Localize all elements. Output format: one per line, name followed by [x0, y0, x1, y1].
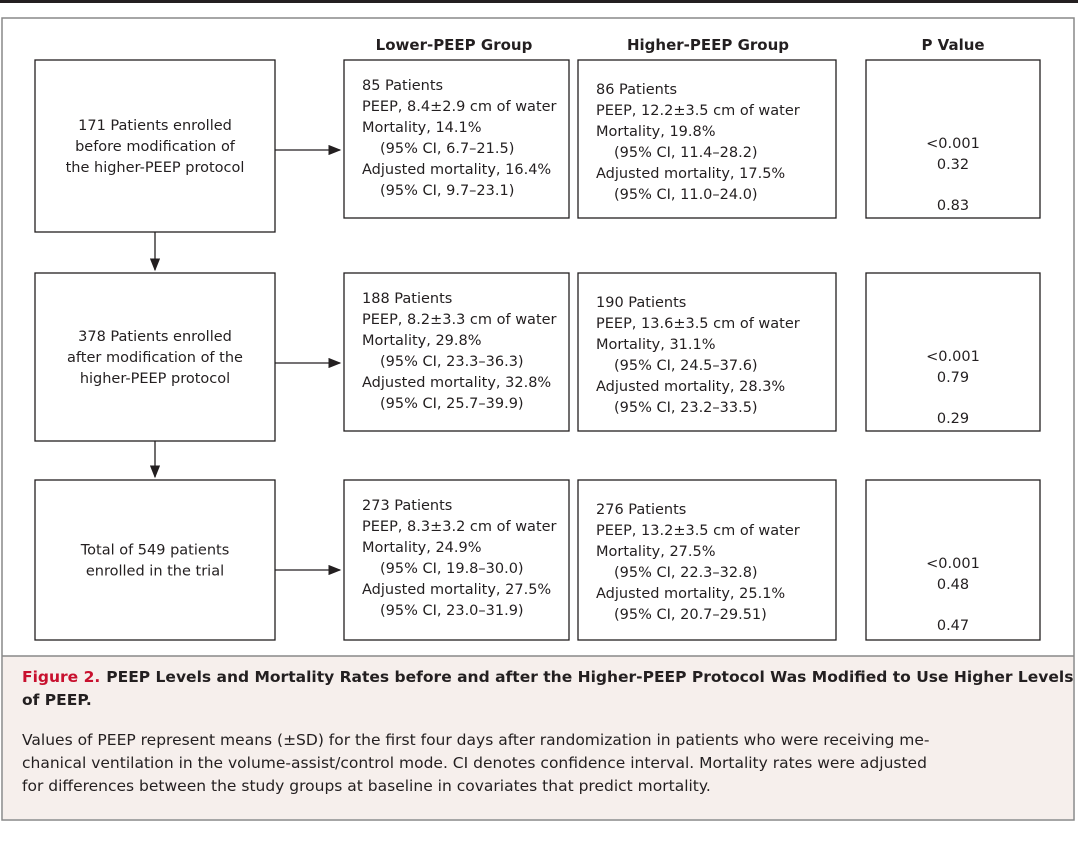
lower-group-text: Mortality, 24.9% [362, 540, 482, 556]
lower-group-text: Adjusted mortality, 27.5% [362, 582, 551, 598]
higher-group-text: PEEP, 13.6±3.5 cm of water [596, 316, 800, 332]
p-value: 0.48 [937, 577, 969, 593]
column-header: Lower-PEEP Group [376, 36, 533, 54]
higher-group-text: Adjusted mortality, 25.1% [596, 586, 785, 602]
caption-text: Values of PEEP represent means (±SD) for… [22, 731, 930, 749]
lower-group-text: (95% CI, 23.0–31.9) [380, 603, 524, 619]
p-value: 0.83 [937, 198, 969, 214]
column-header: P Value [921, 36, 984, 54]
higher-group-text: (95% CI, 22.3–32.8) [614, 565, 758, 581]
higher-group-text: Mortality, 27.5% [596, 544, 716, 560]
p-value: <0.001 [926, 556, 980, 572]
higher-group-text: (95% CI, 11.4–28.2) [614, 145, 758, 161]
p-value: <0.001 [926, 349, 980, 365]
top-rule [0, 0, 1078, 3]
lower-group-text: Mortality, 29.8% [362, 333, 482, 349]
enrollment-text: 378 Patients enrolled [78, 329, 232, 345]
box [865, 59, 1041, 219]
lower-group-text: (95% CI, 23.3–36.3) [380, 354, 524, 370]
column-header: Higher-PEEP Group [627, 36, 789, 54]
enrollment-text: before modification of [75, 139, 236, 155]
higher-group-text: PEEP, 13.2±3.5 cm of water [596, 523, 800, 539]
lower-group-text: (95% CI, 25.7–39.9) [380, 396, 524, 412]
higher-group-text: (95% CI, 24.5–37.6) [614, 358, 758, 374]
p-value: <0.001 [926, 136, 980, 152]
caption-title: Figure 2. PEEP Levels and Mortality Rates… [22, 668, 1073, 686]
enrollment-text: higher-PEEP protocol [80, 371, 230, 387]
enrollment-text: Total of 549 patients [80, 543, 230, 559]
box [577, 479, 837, 641]
enrollment-text: enrolled in the trial [86, 564, 224, 580]
title-line: PEEP Levels and Mortality Rates before a… [106, 668, 1073, 686]
caption-title: of PEEP. [22, 691, 92, 709]
caption-bg [3, 656, 1073, 819]
box [34, 272, 276, 442]
enrollment-text: 171 Patients enrolled [78, 118, 232, 134]
p-value: 0.47 [937, 618, 969, 634]
lower-group-text: Adjusted mortality, 32.8% [362, 375, 551, 391]
box [343, 272, 570, 432]
p-value: 0.32 [937, 157, 969, 173]
box [343, 479, 570, 641]
lower-group-text: (95% CI, 6.7–21.5) [380, 141, 514, 157]
higher-group-text: (95% CI, 20.7–29.51) [614, 607, 767, 623]
lower-group-text: Adjusted mortality, 16.4% [362, 162, 551, 178]
higher-group-text: Adjusted mortality, 17.5% [596, 166, 785, 182]
p-value: 0.79 [937, 370, 969, 386]
enrollment-text: after modification of the [67, 350, 243, 366]
lower-group-text: Mortality, 14.1% [362, 120, 482, 136]
higher-group-text: 190 Patients [596, 295, 686, 311]
lower-group-text: PEEP, 8.3±3.2 cm of water [362, 519, 557, 535]
box [577, 272, 837, 432]
higher-group-text: (95% CI, 23.2–33.5) [614, 400, 758, 416]
lower-group-text: 273 Patients [362, 498, 452, 514]
higher-group-text: PEEP, 12.2±3.5 cm of water [596, 103, 800, 119]
figure-label: Figure 2. [22, 668, 100, 686]
box [343, 59, 570, 219]
lower-group-text: (95% CI, 19.8–30.0) [380, 561, 524, 577]
box [865, 479, 1041, 641]
caption-text: for differences between the study groups… [22, 777, 711, 795]
higher-group-text: Adjusted mortality, 28.3% [596, 379, 785, 395]
lower-group-text: PEEP, 8.4±2.9 cm of water [362, 99, 557, 115]
higher-group-text: (95% CI, 11.0–24.0) [614, 187, 758, 203]
box [34, 479, 276, 641]
p-value: 0.29 [937, 411, 969, 427]
higher-group-text: Mortality, 19.8% [596, 124, 716, 140]
lower-group-text: PEEP, 8.2±3.3 cm of water [362, 312, 557, 328]
lower-group-text: (95% CI, 9.7–23.1) [380, 183, 514, 199]
higher-group-text: Mortality, 31.1% [596, 337, 716, 353]
enrollment-text: the higher-PEEP protocol [66, 160, 245, 176]
caption-text: chanical ventilation in the volume-assis… [22, 754, 927, 772]
higher-group-text: 86 Patients [596, 82, 677, 98]
box [865, 272, 1041, 432]
box [577, 59, 837, 219]
higher-group-text: 276 Patients [596, 502, 686, 518]
diagram: Lower-PEEP Group Higher-PEEP Group P Value… [22, 36, 1073, 795]
lower-group-text: 188 Patients [362, 291, 452, 307]
lower-group-text: 85 Patients [362, 78, 443, 94]
